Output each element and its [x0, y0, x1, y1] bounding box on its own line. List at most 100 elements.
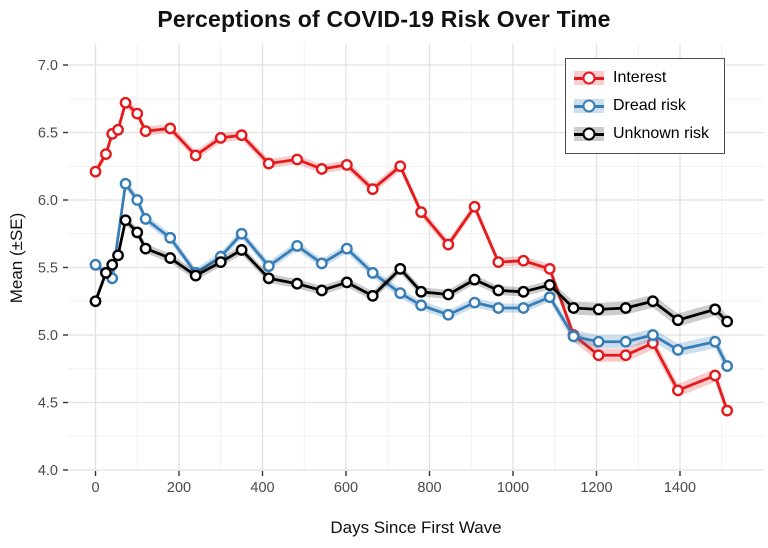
- data-point-unknown-risk: [89, 295, 102, 308]
- data-point-interest: [492, 256, 505, 268]
- data-point-unknown-risk: [492, 284, 505, 297]
- x-tick-label: 1000: [497, 480, 529, 496]
- data-point-interest: [721, 404, 734, 417]
- data-point-unknown-risk: [646, 295, 659, 308]
- y-tick-label: 4.0: [38, 463, 58, 479]
- data-point-dread-risk: [262, 260, 275, 273]
- data-point-unknown-risk: [709, 303, 721, 316]
- data-point-dread-risk: [394, 287, 407, 300]
- data-point-unknown-risk: [262, 272, 275, 285]
- data-point-dread-risk: [315, 257, 328, 270]
- legend-item-interest: Interest: [574, 64, 716, 92]
- legend-item-unknown-risk: Unknown risk: [574, 120, 716, 148]
- data-point-interest: [100, 148, 112, 161]
- data-point-unknown-risk: [394, 262, 407, 275]
- data-point-dread-risk: [619, 335, 632, 348]
- data-point-dread-risk: [89, 258, 102, 271]
- data-point-interest: [315, 163, 328, 175]
- data-point-interest: [619, 349, 632, 362]
- data-point-unknown-risk: [139, 242, 152, 255]
- circle-marker-icon: [582, 127, 596, 141]
- series-band-unknown-risk: [95, 215, 728, 328]
- data-point-dread-risk: [646, 329, 659, 341]
- data-point-unknown-risk: [415, 285, 428, 298]
- data-point-unknown-risk: [119, 214, 132, 227]
- data-point-interest: [709, 369, 721, 382]
- data-point-interest: [442, 238, 455, 251]
- legend-label: Unknown risk: [613, 125, 710, 142]
- y-tick-label: 5.5: [38, 261, 58, 277]
- data-point-interest: [164, 122, 177, 135]
- data-point-interest: [291, 153, 304, 166]
- data-point-unknown-risk: [189, 269, 202, 282]
- data-point-unknown-risk: [672, 314, 684, 327]
- data-point-dread-risk: [340, 242, 353, 255]
- data-point-dread-risk: [366, 266, 379, 279]
- x-tick-label: 1200: [580, 480, 612, 496]
- data-point-unknown-risk: [106, 258, 119, 271]
- chart-title: Perceptions of COVID-19 Risk Over Time: [157, 6, 611, 32]
- x-tick-label: 600: [334, 480, 358, 496]
- data-point-unknown-risk: [164, 252, 177, 264]
- data-point-interest: [89, 165, 102, 178]
- data-point-dread-risk: [235, 227, 248, 240]
- data-point-interest: [672, 384, 684, 397]
- data-point-interest: [468, 200, 481, 213]
- data-point-dread-risk: [131, 194, 144, 206]
- data-point-dread-risk: [543, 291, 556, 304]
- data-point-unknown-risk: [442, 288, 455, 301]
- data-point-dread-risk: [415, 299, 428, 312]
- legend: Interest Dread risk Unknown risk: [565, 58, 725, 154]
- data-point-unknown-risk: [592, 303, 605, 316]
- data-point-dread-risk: [164, 231, 177, 244]
- x-axis-title: Days Since First Wave: [330, 518, 502, 537]
- data-point-dread-risk: [721, 360, 734, 372]
- data-point-interest: [340, 158, 353, 171]
- data-point-unknown-risk: [543, 279, 556, 291]
- data-point-unknown-risk: [468, 273, 481, 286]
- data-point-dread-risk: [442, 308, 455, 321]
- data-point-interest: [517, 254, 530, 267]
- data-point-unknown-risk: [291, 277, 304, 290]
- y-tick-label: 4.5: [38, 396, 58, 412]
- data-point-unknown-risk: [567, 302, 580, 314]
- data-point-dread-risk: [492, 302, 505, 314]
- data-point-interest: [214, 131, 227, 144]
- data-point-interest: [235, 129, 248, 142]
- data-point-interest: [592, 349, 605, 362]
- data-point-dread-risk: [672, 343, 684, 356]
- y-tick-label: 6.0: [38, 193, 58, 209]
- data-point-dread-risk: [468, 296, 481, 309]
- data-point-dread-risk: [567, 330, 580, 343]
- data-point-unknown-risk: [235, 244, 248, 256]
- data-point-interest: [119, 96, 132, 109]
- data-point-unknown-risk: [340, 276, 353, 289]
- data-point-unknown-risk: [214, 256, 227, 268]
- legend-key-dread-risk: [574, 95, 604, 117]
- data-point-dread-risk: [517, 302, 530, 314]
- data-point-unknown-risk: [315, 284, 328, 297]
- data-point-unknown-risk: [131, 226, 144, 239]
- circle-marker-icon: [582, 71, 596, 85]
- legend-item-dread-risk: Dread risk: [574, 92, 716, 120]
- data-point-unknown-risk: [112, 249, 124, 262]
- y-tick-label: 6.5: [38, 126, 58, 142]
- data-point-dread-risk: [291, 239, 304, 252]
- y-tick-label: 5.0: [38, 328, 58, 344]
- data-point-dread-risk: [592, 335, 605, 348]
- data-point-interest: [415, 206, 428, 219]
- x-tick-label: 1400: [664, 480, 696, 496]
- data-point-interest: [394, 160, 407, 173]
- legend-key-interest: [574, 67, 604, 89]
- data-point-interest: [366, 183, 379, 196]
- data-point-dread-risk: [119, 177, 132, 190]
- series-band-dread-risk: [95, 179, 728, 373]
- x-tick-label: 800: [417, 480, 441, 496]
- x-tick-label: 0: [91, 480, 99, 496]
- x-tick-label: 200: [167, 480, 191, 496]
- data-point-unknown-risk: [517, 285, 530, 298]
- data-point-interest: [131, 107, 144, 120]
- data-point-interest: [543, 262, 556, 275]
- data-point-interest: [262, 157, 275, 170]
